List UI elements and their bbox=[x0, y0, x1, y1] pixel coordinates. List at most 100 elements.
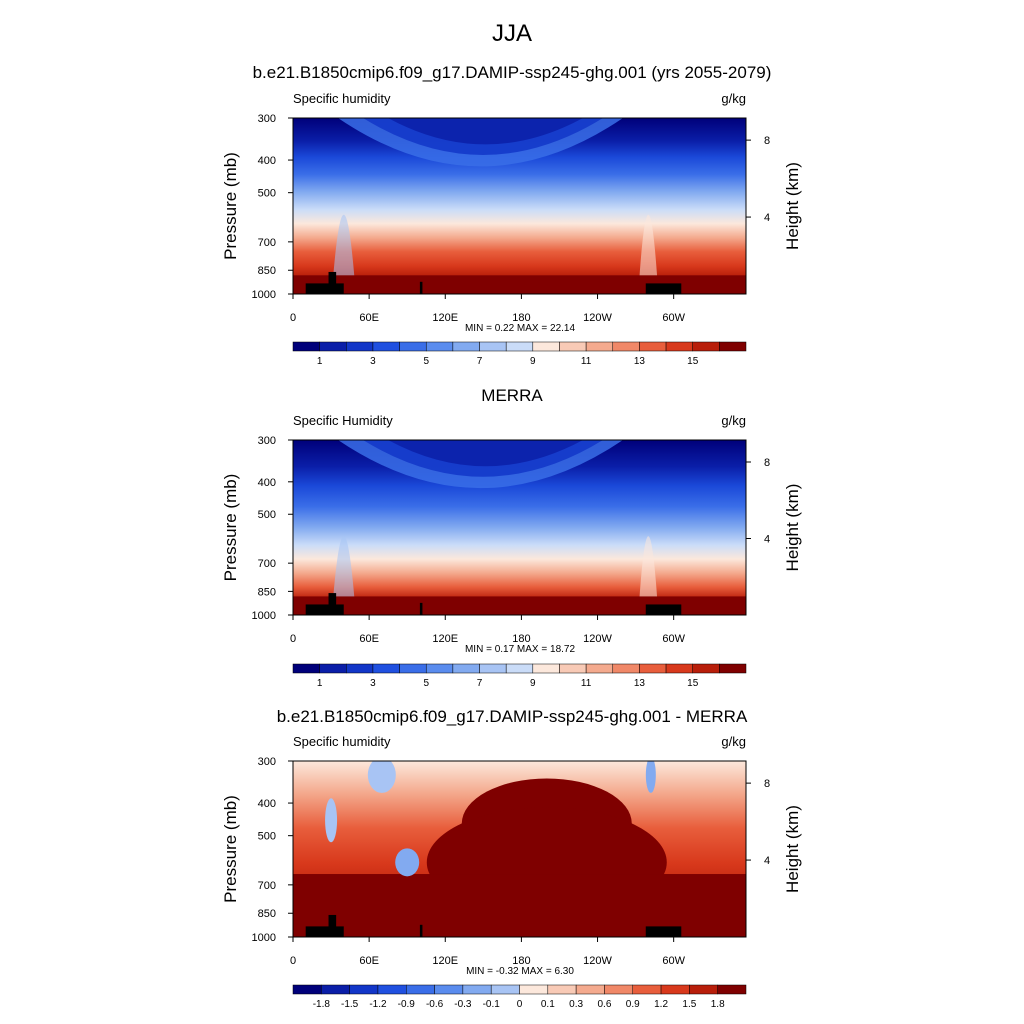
colorbar-swatch bbox=[346, 663, 374, 674]
chart-title: b.e21.B1850cmip6.f09_g17.DAMIP-ssp245-gh… bbox=[277, 707, 748, 726]
min-max-stats: MIN = -0.32 MAX = 6.30 bbox=[466, 966, 574, 977]
topography-mask bbox=[305, 926, 344, 937]
colorbar-swatch bbox=[660, 984, 690, 995]
contour-field bbox=[293, 440, 746, 615]
colorbar-label: 1.8 bbox=[711, 999, 725, 1010]
min-max-stats: MIN = 0.17 MAX = 18.72 bbox=[465, 644, 575, 655]
colorbar-swatch bbox=[639, 663, 667, 674]
colorbar-label: 0.9 bbox=[626, 999, 640, 1010]
units-label: g/kg bbox=[721, 413, 746, 428]
colorbar-label: 9 bbox=[530, 356, 536, 367]
x-tick-label: 120W bbox=[583, 312, 612, 324]
variable-label: Specific humidity bbox=[293, 91, 391, 106]
colorbar-label: -0.1 bbox=[483, 999, 501, 1010]
colorbar-label: 1.2 bbox=[654, 999, 668, 1010]
colorbar-swatch bbox=[604, 984, 633, 995]
y-tick-label: 1000 bbox=[252, 610, 276, 622]
colorbar-swatch bbox=[612, 341, 640, 352]
colorbar-label: 9 bbox=[530, 678, 536, 689]
colorbar-swatch bbox=[292, 341, 320, 352]
x-tick-label: 60W bbox=[662, 955, 685, 967]
colorbar-swatch bbox=[612, 663, 640, 674]
colorbar-label: 13 bbox=[634, 356, 646, 367]
x-tick-label: 60E bbox=[359, 312, 379, 324]
right-tick-label: 8 bbox=[764, 778, 770, 790]
colorbar-label: 11 bbox=[581, 356, 592, 367]
right-tick-label: 8 bbox=[764, 457, 770, 469]
colorbar-swatch bbox=[519, 984, 549, 995]
boundary-layer bbox=[293, 275, 746, 294]
y-tick-label: 850 bbox=[258, 908, 276, 920]
colorbar-label: 11 bbox=[581, 678, 592, 689]
colorbar-swatch bbox=[505, 341, 534, 352]
colorbar-swatch bbox=[425, 663, 454, 674]
y-tick-label: 700 bbox=[258, 880, 276, 892]
colorbar-swatch bbox=[719, 663, 747, 674]
y-tick-label: 400 bbox=[258, 798, 276, 810]
colorbar: 1 3 5 7 9 11 13 15 bbox=[292, 663, 747, 689]
x-tick-label: 0 bbox=[290, 955, 296, 967]
units-label: g/kg bbox=[721, 91, 746, 106]
colorbar-label: 7 bbox=[477, 356, 483, 367]
colorbar-swatch bbox=[585, 663, 614, 674]
colorbar-swatch bbox=[372, 341, 400, 352]
x-tick-label: 180 bbox=[512, 312, 530, 324]
y-tick-label: 500 bbox=[258, 509, 276, 521]
colorbar-swatch bbox=[692, 663, 720, 674]
colorbar-label: 15 bbox=[687, 678, 699, 689]
topography-mask bbox=[328, 914, 337, 937]
topography-mask bbox=[328, 271, 337, 294]
colorbar-swatch bbox=[425, 341, 454, 352]
colorbar-swatch bbox=[559, 341, 587, 352]
colorbar: 1 3 5 7 9 11 13 15 bbox=[292, 341, 747, 367]
colorbar: -1.8 -1.5 -1.2 -0.9 -0.6 -0.3 -0.1 0 0.1 0.3 0.6 0.… bbox=[292, 984, 747, 1010]
x-tick-label: 120W bbox=[583, 633, 612, 645]
colorbar-swatch bbox=[719, 341, 747, 352]
moist-column bbox=[331, 536, 356, 615]
colorbar-label: -0.9 bbox=[398, 999, 416, 1010]
topography-mask bbox=[645, 604, 682, 615]
colorbar-label: -1.5 bbox=[341, 999, 359, 1010]
x-tick-label: 60E bbox=[359, 633, 379, 645]
colorbar-swatch bbox=[399, 663, 427, 674]
right-axis-title: Height (km) bbox=[783, 484, 802, 572]
moist-column bbox=[331, 214, 356, 294]
colorbar-swatch bbox=[372, 663, 400, 674]
colorbar-swatch bbox=[321, 984, 350, 995]
y-tick-label: 500 bbox=[258, 188, 276, 200]
right-axis-title: Height (km) bbox=[783, 805, 802, 893]
colorbar-label: 1 bbox=[317, 356, 323, 367]
y-tick-label: 300 bbox=[258, 756, 276, 768]
colorbar-swatch bbox=[585, 341, 614, 352]
colorbar-swatch bbox=[632, 984, 662, 995]
colorbar-swatch bbox=[377, 984, 407, 995]
plot-frame bbox=[292, 760, 747, 938]
colorbar-swatch bbox=[479, 341, 507, 352]
x-tick-label: 60W bbox=[662, 312, 685, 324]
negative-anomaly bbox=[325, 798, 338, 843]
y-axis-title: Pressure (mb) bbox=[221, 474, 240, 582]
colorbar-swatch bbox=[399, 341, 427, 352]
figure-title: JJA bbox=[491, 20, 532, 47]
contour-field bbox=[293, 761, 746, 937]
topography-mask bbox=[419, 602, 423, 615]
y-tick-label: 1000 bbox=[252, 289, 276, 301]
topography-mask bbox=[419, 281, 423, 294]
y-tick-label: 700 bbox=[258, 558, 276, 570]
colorbar-label: 5 bbox=[423, 356, 429, 367]
colorbar-label: -1.2 bbox=[369, 999, 387, 1010]
x-tick-label: 0 bbox=[290, 312, 296, 324]
x-tick-label: 60W bbox=[662, 633, 685, 645]
x-tick-label: 120E bbox=[432, 633, 458, 645]
chart-title: b.e21.B1850cmip6.f09_g17.DAMIP-ssp245-gh… bbox=[253, 63, 772, 82]
colorbar-label: 1.5 bbox=[682, 999, 696, 1010]
units-label: g/kg bbox=[721, 734, 746, 749]
y-tick-label: 300 bbox=[258, 113, 276, 125]
negative-anomaly bbox=[645, 761, 656, 793]
colorbar-label: 0.3 bbox=[569, 999, 583, 1010]
topography-mask bbox=[645, 283, 682, 294]
x-tick-label: 120W bbox=[583, 955, 612, 967]
